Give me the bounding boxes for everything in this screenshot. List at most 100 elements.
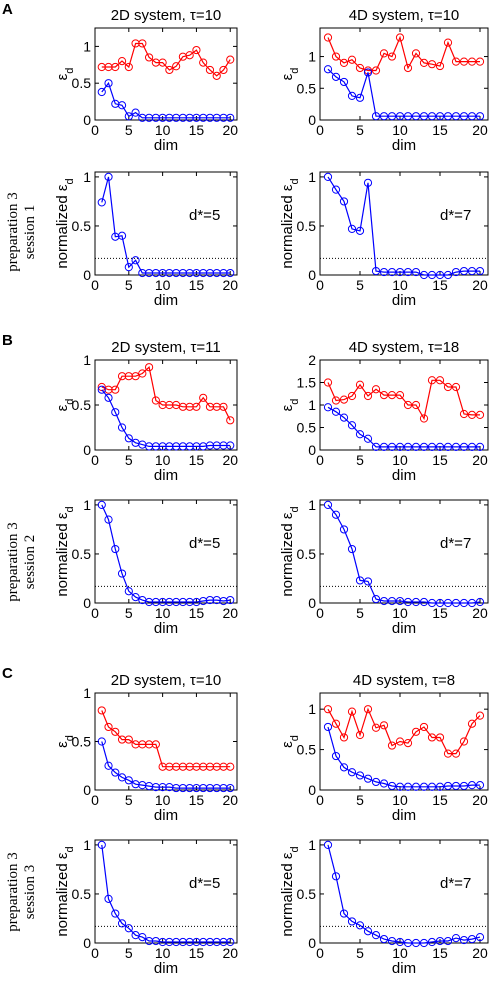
x-tick-label: 15	[189, 605, 205, 621]
data-point	[371, 66, 381, 75]
data-point	[451, 749, 461, 758]
x-tick-label: 5	[125, 122, 133, 138]
data-point	[363, 577, 373, 586]
data-point	[323, 403, 333, 412]
y-axis-label: normalized εd	[54, 506, 76, 596]
data-point	[443, 749, 453, 758]
chart-panel-8: 0 5 10 15 20 0 0.5 1 dim normalized εd d*=7	[279, 497, 489, 637]
x-axis-label: dim	[154, 807, 178, 824]
row-label-3-line1: preparation 3	[5, 852, 21, 932]
data-point	[451, 442, 461, 451]
x-tick-label: 5	[356, 605, 364, 621]
data-point	[124, 735, 133, 744]
data-point	[226, 113, 235, 122]
data-point	[111, 909, 120, 918]
x-axis-label: dim	[392, 807, 416, 824]
y-tick-label: 1	[308, 169, 316, 185]
y-axis-label: normalized εd	[279, 178, 301, 268]
data-point	[104, 172, 113, 182]
data-point	[443, 270, 453, 280]
data-point	[151, 740, 160, 749]
data-point	[131, 108, 140, 117]
data-point	[117, 569, 127, 578]
data-point	[219, 402, 228, 411]
y-tick-label: 0.5	[72, 886, 92, 902]
data-point	[226, 441, 235, 450]
series-line-1	[327, 844, 481, 944]
data-point	[339, 413, 349, 422]
data-point	[475, 933, 485, 942]
data-point	[138, 933, 147, 942]
data-point	[459, 442, 469, 451]
data-point	[124, 263, 133, 272]
data-point	[419, 782, 429, 791]
y-tick-label: 1	[83, 352, 91, 368]
data-point	[395, 596, 405, 606]
data-point	[226, 595, 235, 605]
data-point	[323, 840, 333, 850]
data-point	[427, 60, 437, 69]
x-axis-label: dim	[392, 137, 416, 154]
data-point	[97, 198, 106, 207]
data-point	[117, 919, 127, 928]
x-tick-label: 0	[316, 277, 324, 293]
x-axis-label: dim	[392, 467, 416, 484]
chart-panel-6: 0 5 10 15 20 0 0.5 1 1.5 2 4D system, τ=18 dim εd	[279, 339, 489, 484]
data-point	[467, 781, 477, 790]
data-point	[97, 737, 106, 746]
data-point	[192, 402, 201, 411]
data-point	[347, 391, 357, 401]
data-point	[451, 267, 461, 277]
data-point	[427, 937, 437, 947]
y-tick-label: 0	[83, 935, 91, 951]
data-point	[387, 596, 397, 606]
data-point	[475, 442, 485, 451]
data-point	[124, 587, 133, 596]
data-point	[339, 58, 349, 67]
data-point	[226, 416, 235, 425]
row-label-1-line2: session 1	[22, 205, 38, 260]
data-point	[331, 751, 341, 761]
data-point	[427, 270, 437, 280]
data-point	[363, 178, 373, 187]
data-point	[371, 931, 381, 940]
data-point	[347, 224, 357, 233]
series-line-1	[327, 504, 481, 604]
y-tick-label: 0	[308, 267, 316, 283]
x-tick-label: 20	[472, 122, 488, 138]
data-point	[419, 442, 429, 451]
y-tick-label: 0	[308, 935, 316, 951]
x-tick-label: 20	[222, 277, 238, 293]
data-point	[459, 737, 469, 746]
x-tick-label: 15	[189, 277, 205, 293]
chart-title: 2D system, τ=11	[111, 339, 220, 356]
y-tick-label: 0.5	[297, 80, 317, 96]
row-label-2-line1: preparation 3	[5, 522, 21, 602]
data-point	[104, 515, 113, 524]
data-point	[443, 442, 453, 451]
panel-letter-b: B	[2, 332, 13, 349]
data-point	[226, 783, 235, 793]
data-point	[339, 909, 349, 918]
data-point	[363, 705, 373, 714]
data-point	[435, 782, 445, 791]
y-tick-label: 0	[308, 595, 316, 611]
x-axis-label: dim	[154, 960, 178, 977]
data-point	[226, 55, 235, 64]
data-point	[451, 598, 461, 608]
data-point	[131, 256, 140, 265]
data-point	[339, 525, 349, 534]
y-tick-label: 0.5	[297, 420, 317, 436]
x-tick-label: 5	[356, 792, 364, 808]
row-label-2-line2: session 2	[22, 535, 38, 590]
y-axis-label: normalized εd	[54, 178, 76, 268]
data-point	[104, 722, 113, 732]
data-point	[379, 112, 389, 121]
data-point	[339, 395, 349, 404]
data-point	[355, 63, 365, 73]
x-axis-label: dim	[154, 467, 178, 484]
x-tick-label: 5	[356, 277, 364, 293]
x-tick-label: 10	[392, 945, 408, 961]
